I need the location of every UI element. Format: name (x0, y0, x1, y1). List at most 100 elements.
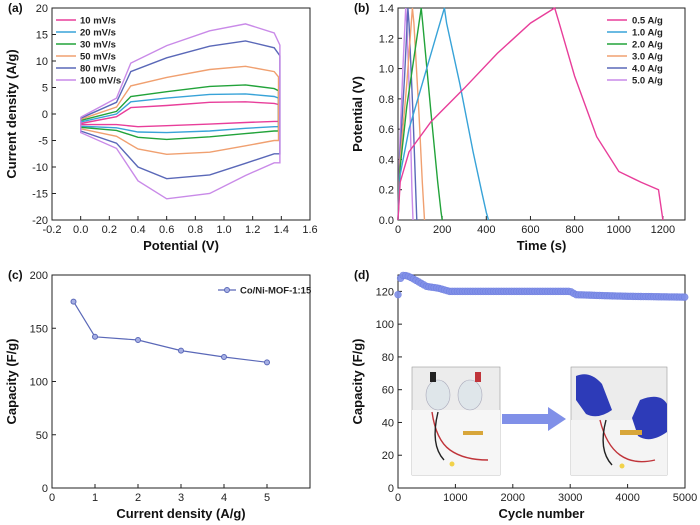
gcd-curve (397, 7, 414, 221)
plot-frame (397, 7, 686, 221)
y-tick-label: -5 (38, 136, 48, 148)
device-photo-before (411, 366, 501, 476)
x-tick-label: 1.2 (245, 224, 260, 236)
capacity-point (221, 354, 227, 361)
x-tick-label: 600 (521, 224, 539, 236)
x-tick-label: 200 (433, 224, 451, 236)
x-tick-label: -0.2 (43, 224, 62, 236)
gcd-curve (397, 7, 490, 221)
y-tick-label: 0.4 (379, 154, 394, 166)
y-axis-label: Capacity (F/g) (4, 339, 19, 425)
x-tick-label: 4000 (615, 492, 639, 504)
panel-d-cycling-stability: 0 1000 2000 3000 4000 5000 0 20 40 60 80 100 120 Cycl… (350, 268, 697, 521)
x-tick-label: 2 (135, 492, 141, 504)
gcd-curve (397, 7, 443, 221)
y-tick-label: 1.4 (379, 3, 394, 15)
y-tick-label: 200 (30, 270, 48, 282)
y-tick-label: 100 (30, 377, 48, 389)
legend-entry: 2.0 A/g (632, 40, 663, 51)
x-tick-label: 1 (92, 492, 98, 504)
x-tick-label: 0.6 (159, 224, 174, 236)
legend-entry: 0.5 A/g (632, 16, 663, 27)
y-tick-label: 20 (36, 3, 48, 15)
y-tick-label: 0 (388, 483, 394, 495)
panel-label: (c) (8, 268, 23, 282)
x-tick-label: 1.4 (274, 224, 289, 236)
legend-entry: 100 mV/s (80, 76, 121, 87)
legend-marker (224, 287, 230, 293)
legend-entry: 5.0 A/g (632, 76, 663, 87)
capacity-line (72, 301, 268, 363)
legend-entry: 30 mV/s (80, 40, 116, 51)
panel-label: (d) (354, 268, 369, 282)
y-tick-label: 40 (382, 417, 394, 429)
capacity-point (92, 333, 98, 340)
x-tick-label: 0 (395, 224, 401, 236)
y-tick-label: 1.2 (379, 33, 394, 45)
x-tick-label: 0.8 (188, 224, 203, 236)
x-tick-label: 3 (178, 492, 184, 504)
x-tick-label: 0.4 (130, 224, 145, 236)
y-tick-label: 0.2 (379, 185, 394, 197)
capacity-point (264, 359, 270, 366)
y-tick-label: 80 (382, 352, 394, 364)
legend-entry: 4.0 A/g (632, 64, 663, 75)
capacity-point (70, 298, 77, 305)
y-tick-label: 15 (36, 30, 48, 42)
y-tick-label: 100 (376, 319, 394, 331)
y-tick-label: 5 (42, 83, 48, 95)
x-tick-label: 1.0 (216, 224, 231, 236)
y-tick-label: 0.8 (379, 94, 394, 106)
gcd-curve (397, 6, 664, 221)
y-tick-label: 50 (36, 430, 48, 442)
y-tick-label: 0.6 (379, 124, 394, 136)
cv-loop (80, 23, 281, 200)
cycle-markers (394, 271, 689, 301)
x-tick-label: 4 (221, 492, 227, 504)
y-tick-label: 0.0 (379, 215, 394, 227)
y-tick-label: 150 (30, 323, 48, 335)
cycle-point (394, 290, 402, 299)
y-tick-label: 10 (36, 56, 48, 68)
y-tick-label: 120 (376, 286, 394, 298)
y-tick-label: 0 (42, 483, 48, 495)
capacity-point (178, 347, 184, 354)
x-tick-label: 1200 (651, 224, 675, 236)
y-tick-label: 0 (42, 109, 48, 121)
y-tick-label: -20 (32, 215, 48, 227)
cv-loop (80, 65, 280, 156)
y-tick-label: -15 (32, 189, 48, 201)
plot-frame (51, 274, 311, 489)
arrow-icon (502, 407, 566, 431)
cv-loop (80, 84, 280, 141)
panel-a-cv-curves: -0.2 0.0 0.2 0.4 0.6 0.8 1.0 1.2 1.4 1.6 -20 -15 -10… (4, 1, 318, 253)
gcd-curve (397, 7, 426, 221)
x-tick-label: 0 (395, 492, 401, 504)
x-axis-label: Potential (V) (143, 238, 219, 253)
panel-label: (a) (8, 1, 23, 15)
legend-entry: 20 mV/s (80, 28, 116, 39)
cycle-point (681, 293, 689, 301)
x-tick-label: 5 (264, 492, 270, 504)
legend-entry: 10 mV/s (80, 16, 116, 27)
x-tick-label: 1.6 (302, 224, 317, 236)
y-tick-label: 1.0 (379, 64, 394, 76)
x-tick-label: 0 (49, 492, 55, 504)
legend-entry: 3.0 A/g (632, 52, 663, 63)
y-tick-label: 60 (382, 385, 394, 397)
x-tick-label: 3000 (558, 492, 582, 504)
x-tick-label: 0.2 (102, 224, 117, 236)
legend-entry: Co/Ni-MOF-1:15 (240, 286, 312, 297)
device-photo-after (570, 366, 668, 476)
legend-entry: 80 mV/s (80, 64, 116, 75)
x-tick-label: 1000 (443, 492, 467, 504)
y-axis-label: Potential (V) (350, 76, 365, 152)
x-tick-label: 2000 (501, 492, 525, 504)
legend-entry: 1.0 A/g (632, 28, 663, 39)
x-tick-label: 5000 (673, 492, 697, 504)
y-tick-label: 20 (382, 450, 394, 462)
panel-label: (b) (354, 1, 369, 15)
plot-frame (397, 274, 686, 489)
